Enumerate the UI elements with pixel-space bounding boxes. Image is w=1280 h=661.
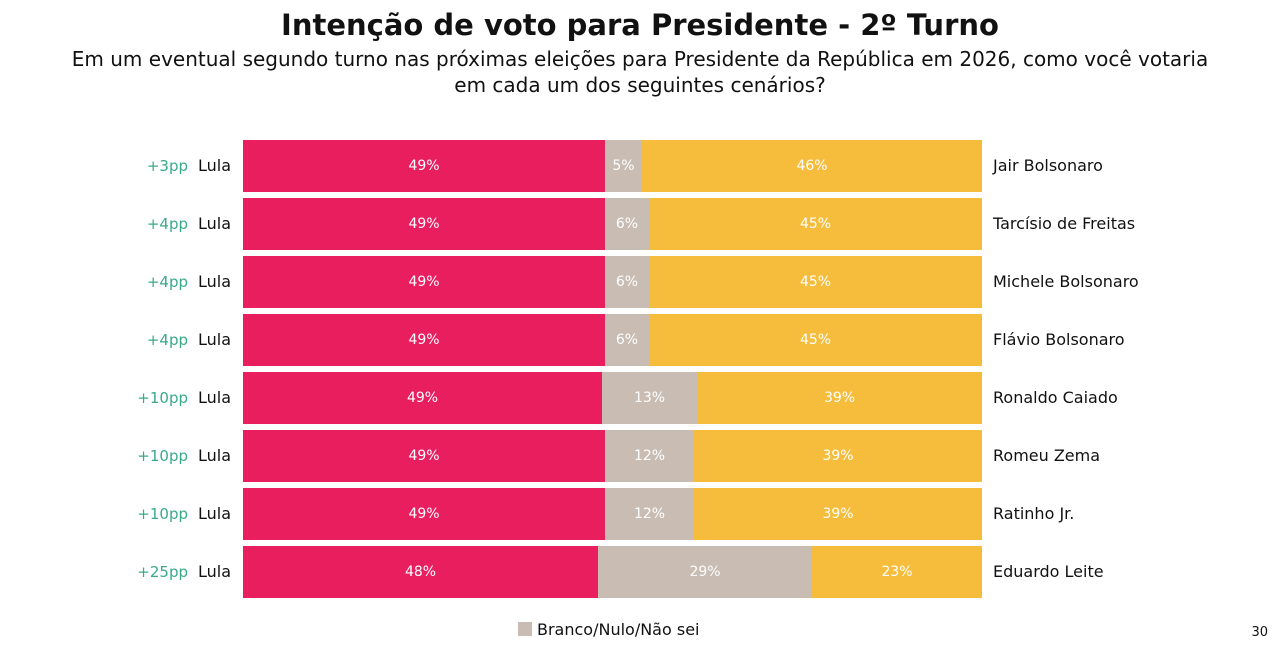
bar-segment-lula: 49% (243, 430, 605, 482)
bar-segment-opponent: 45% (649, 198, 982, 250)
difference-label: +10pp (137, 447, 188, 465)
data-label: 48% (404, 564, 437, 580)
candidate-left-label: Lula (198, 562, 232, 581)
bar-segment-opponent: 23% (812, 546, 982, 598)
chart-title: Intenção de voto para Presidente - 2º Tu… (281, 8, 999, 42)
data-label: 39% (822, 506, 854, 522)
difference-label: +4pp (146, 273, 188, 291)
data-label: 49% (408, 216, 440, 232)
candidate-left-label: Lula (198, 388, 232, 407)
stacked-bar: 49% 6% 45% (243, 314, 982, 366)
data-label: 49% (408, 158, 440, 174)
data-label: 6% (615, 216, 639, 232)
candidate-right-label: Eduardo Leite (993, 562, 1104, 581)
difference-label: +3pp (146, 157, 188, 175)
stacked-bar: 49% 13% 39% (243, 372, 982, 424)
candidate-right-label: Romeu Zema (993, 446, 1101, 465)
bar-segment-branco: 5% (605, 140, 642, 192)
bar-segment-lula: 49% (243, 198, 605, 250)
chart-row: +10pp Lula 49% 12% 39% Ratinho Jr. (0, 488, 1280, 540)
candidate-right-label: Ronaldo Caiado (993, 388, 1118, 407)
legend-swatch-branco (518, 622, 532, 636)
difference-label: +10pp (137, 505, 188, 523)
stacked-bar: 49% 6% 45% (243, 198, 982, 250)
chart-subtitle: Em um eventual segundo turno nas próxima… (0, 46, 1280, 98)
stacked-bar: 49% 6% 45% (243, 256, 982, 308)
bar-segment-opponent: 39% (697, 372, 982, 424)
chart-row: +10pp Lula 49% 12% 39% Romeu Zema (0, 430, 1280, 482)
data-label: 45% (799, 332, 832, 348)
bar-segment-lula: 49% (243, 488, 605, 540)
candidate-left-label: Lula (198, 156, 232, 175)
candidate-left-label: Lula (198, 272, 232, 291)
data-label: 5% (612, 158, 635, 174)
bar-segment-lula: 49% (243, 140, 605, 192)
difference-label: +4pp (146, 215, 188, 233)
difference-label: +10pp (137, 389, 188, 407)
candidate-right-label: Jair Bolsonaro (993, 156, 1103, 175)
legend-label: Branco/Nulo/Não sei (537, 620, 700, 639)
subtitle-line-1: Em um eventual segundo turno nas próxima… (71, 47, 1209, 71)
data-label: 49% (408, 448, 440, 464)
bar-segment-lula: 49% (243, 256, 605, 308)
data-label: 49% (408, 332, 440, 348)
stacked-bar: 49% 5% 46% (243, 140, 982, 192)
difference-label: +4pp (146, 331, 188, 349)
stacked-bar: 48% 29% 23% (243, 546, 982, 598)
bar-segment-branco: 29% (598, 546, 812, 598)
candidate-right-label: Tarcísio de Freitas (993, 214, 1136, 233)
candidate-right-label: Michele Bolsonaro (993, 272, 1139, 291)
subtitle-line-2: em cada um dos seguintes cenários? (454, 73, 826, 97)
candidate-left-label: Lula (198, 504, 232, 523)
data-label: 6% (615, 332, 639, 348)
bar-segment-opponent: 45% (649, 256, 982, 308)
candidate-left-label: Lula (198, 330, 232, 349)
data-label: 39% (822, 448, 854, 464)
candidate-right-label: Ratinho Jr. (993, 504, 1075, 523)
bar-segment-opponent: 45% (649, 314, 982, 366)
candidate-left-label: Lula (198, 446, 232, 465)
data-label: 49% (408, 274, 440, 290)
bar-segment-branco: 12% (605, 488, 694, 540)
data-label: 46% (796, 158, 828, 174)
difference-label: +25pp (137, 563, 188, 581)
legend: Branco/Nulo/Não sei (518, 620, 699, 640)
bar-segment-opponent: 39% (694, 488, 982, 540)
chart-row: +4pp Lula 49% 6% 45% Tarcísio de Freitas (0, 198, 1280, 250)
data-label: 29% (689, 564, 721, 580)
candidate-left-label: Lula (198, 214, 232, 233)
data-label: 12% (633, 448, 666, 464)
data-label: 13% (633, 390, 666, 406)
data-label: 45% (799, 216, 832, 232)
data-label: 12% (633, 506, 666, 522)
stacked-bar: 49% 12% 39% (243, 488, 982, 540)
data-label: 23% (881, 564, 913, 580)
data-label: 49% (406, 390, 439, 406)
stacked-bar-chart: +3pp Lula 49% 5% 46% Jair Bolsonaro +4pp Lula 49… (0, 140, 1280, 600)
chart-row: +10pp Lula 49% 13% 39% Ronaldo Caiado (0, 372, 1280, 424)
bar-segment-lula: 49% (243, 372, 602, 424)
bar-segment-lula: 48% (243, 546, 598, 598)
chart-row: +4pp Lula 49% 6% 45% Michele Bolsonaro (0, 256, 1280, 308)
chart-row: +25pp Lula 48% 29% 23% Eduardo Leite (0, 546, 1280, 598)
bar-segment-branco: 6% (605, 198, 649, 250)
bar-segment-branco: 12% (605, 430, 694, 482)
stacked-bar: 49% 12% 39% (243, 430, 982, 482)
data-label: 45% (799, 274, 832, 290)
bar-segment-lula: 49% (243, 314, 605, 366)
bar-segment-branco: 6% (605, 314, 649, 366)
bar-segment-opponent: 39% (694, 430, 982, 482)
data-label: 49% (408, 506, 440, 522)
bar-segment-branco: 13% (602, 372, 697, 424)
chart-row: +4pp Lula 49% 6% 45% Flávio Bolsonaro (0, 314, 1280, 366)
bar-segment-branco: 6% (605, 256, 649, 308)
page-number: 30 (1251, 625, 1268, 640)
candidate-right-label: Flávio Bolsonaro (993, 330, 1125, 349)
data-label: 39% (823, 390, 856, 406)
data-label: 6% (615, 274, 639, 290)
bar-segment-opponent: 46% (642, 140, 982, 192)
chart-row: +3pp Lula 49% 5% 46% Jair Bolsonaro (0, 140, 1280, 192)
